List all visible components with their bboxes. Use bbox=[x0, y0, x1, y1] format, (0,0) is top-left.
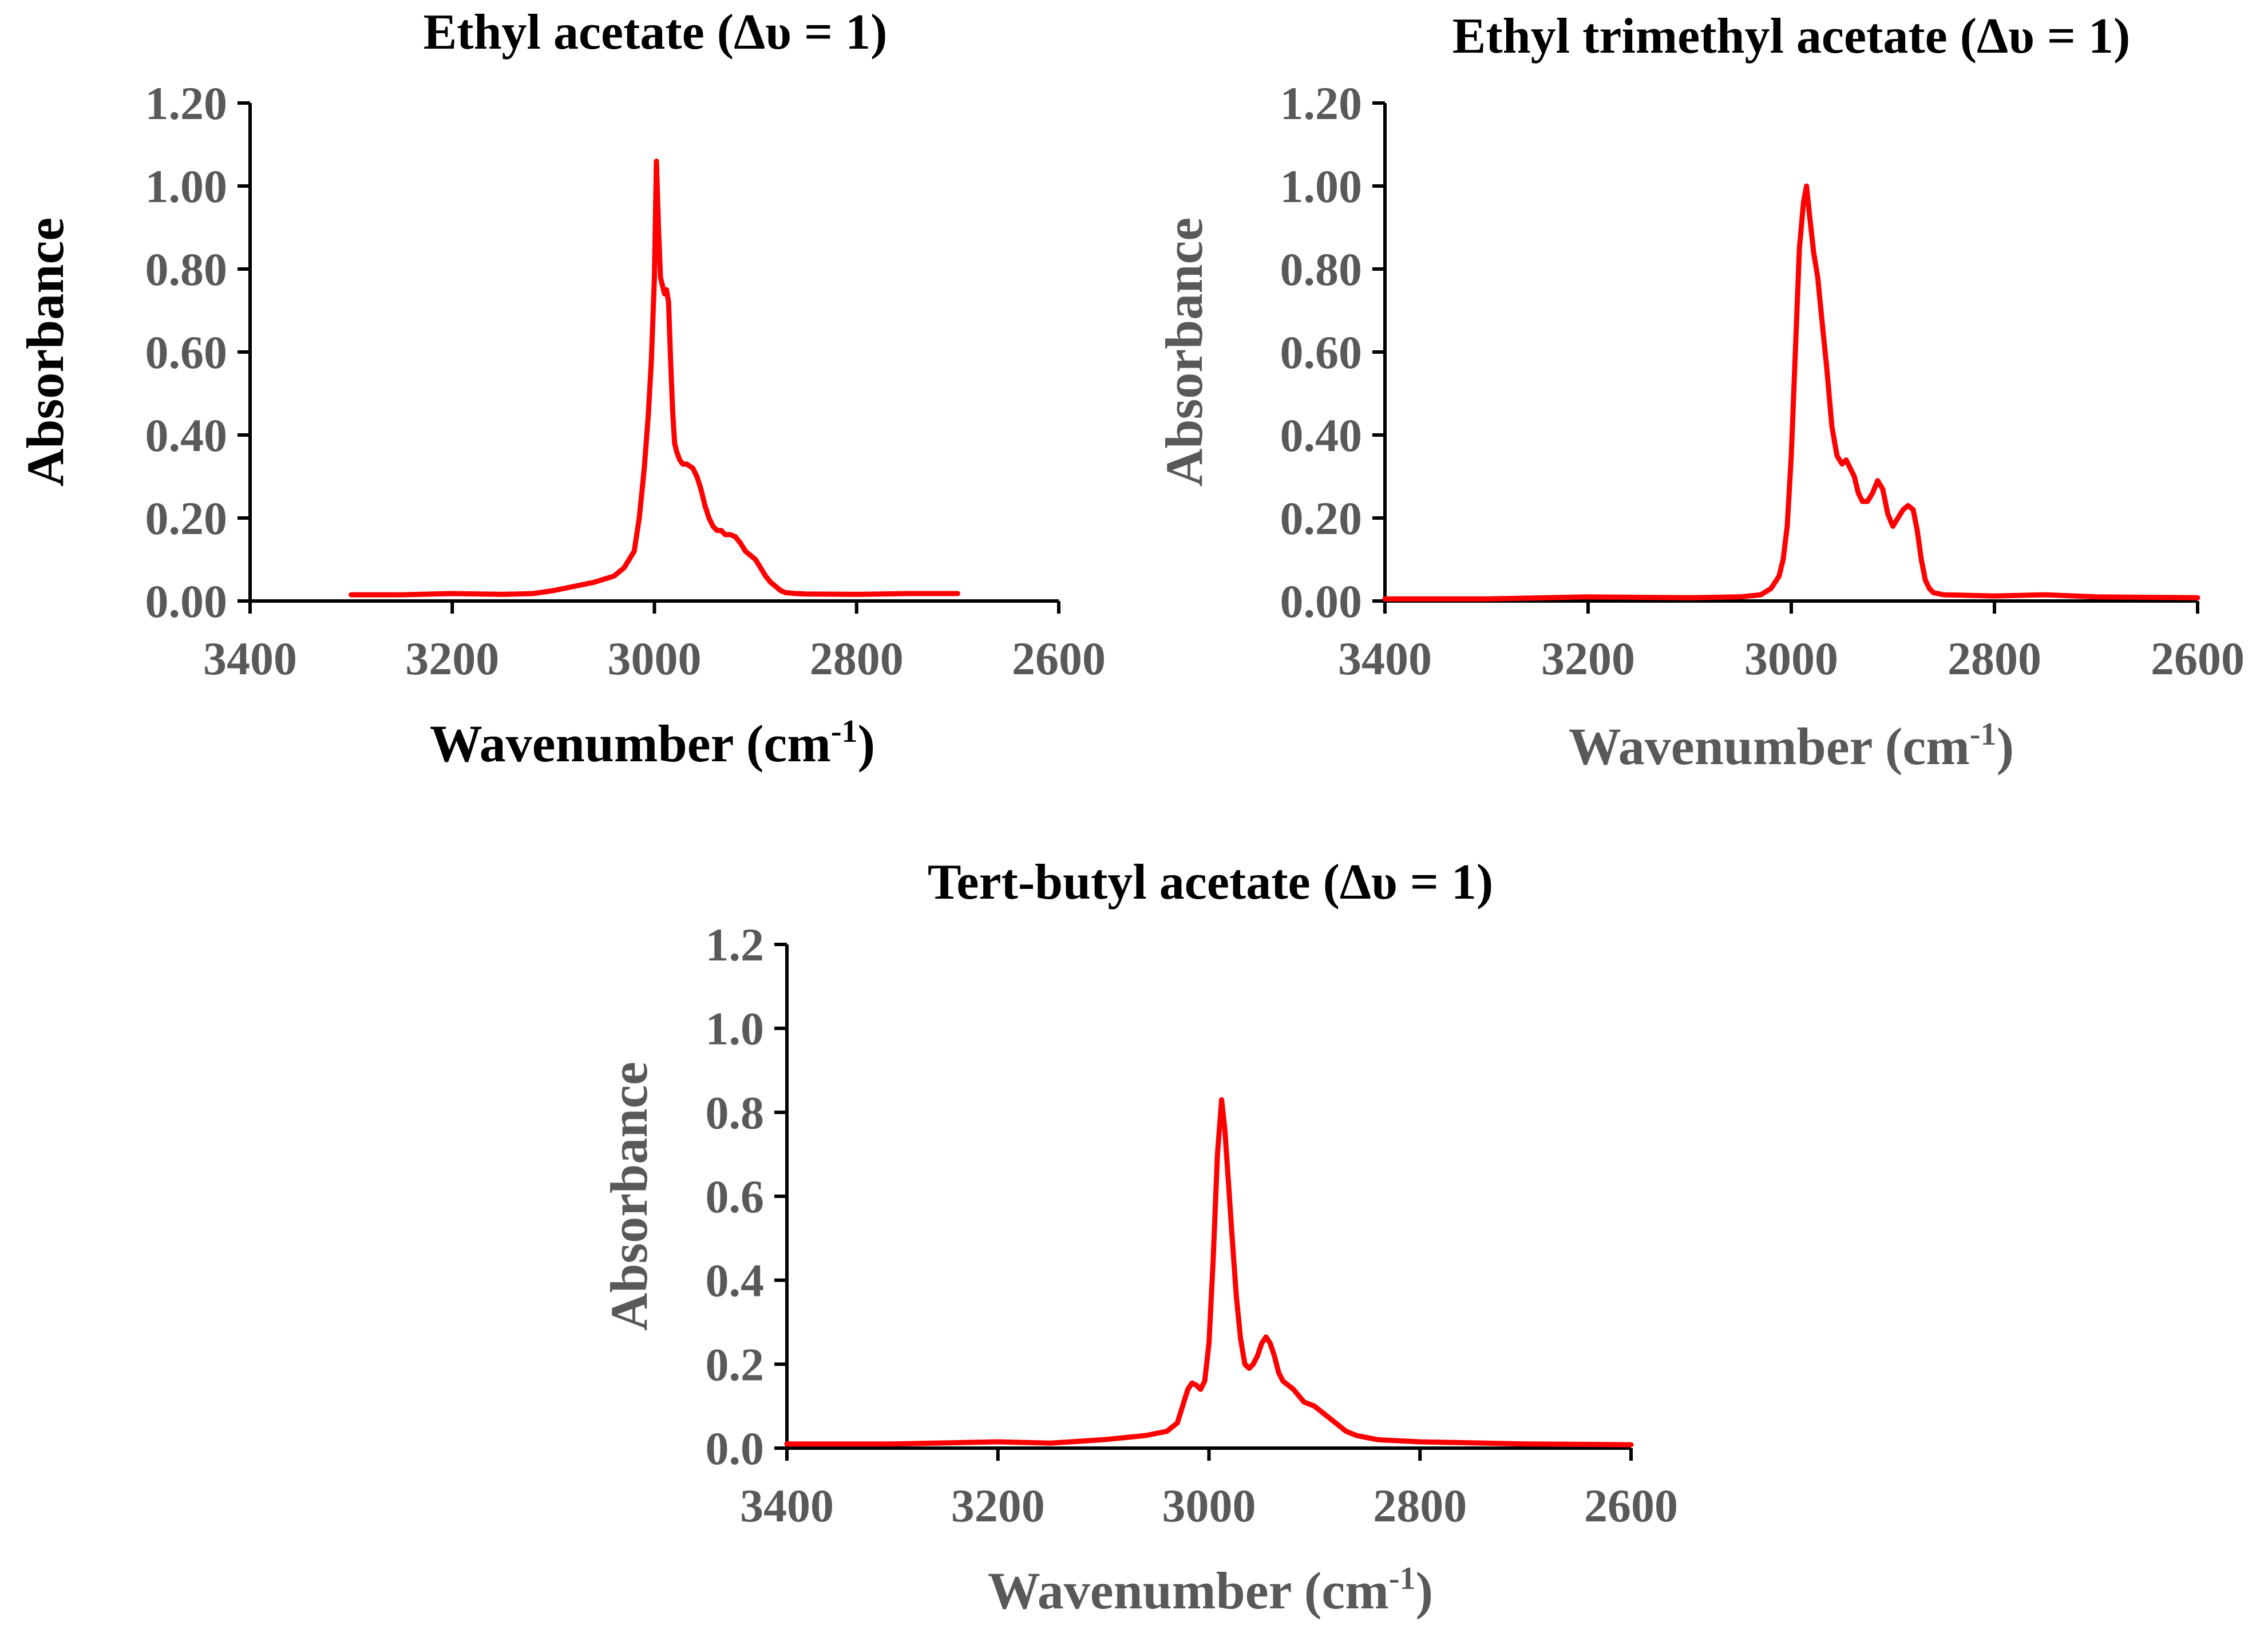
x-tick-label: 3200 bbox=[1541, 632, 1635, 685]
x-axis-label-main: Wavenumber (cm bbox=[988, 1561, 1389, 1620]
x-axis-label-superscript: -1 bbox=[1970, 717, 1997, 752]
y-tick-label: 0.40 bbox=[1280, 409, 1363, 461]
x-tick-label: 3000 bbox=[608, 632, 702, 685]
x-axis-label-superscript: -1 bbox=[1389, 1561, 1416, 1596]
y-tick-label: 0.00 bbox=[145, 575, 228, 627]
x-tick-label: 2600 bbox=[2151, 632, 2245, 685]
x-axis-label-close: ) bbox=[858, 714, 876, 773]
chart-title: Ethyl acetate (Δυ = 1) bbox=[423, 5, 888, 60]
chart-panel-1: Ethyl acetate (Δυ = 1) 0.00 0.20 0.40 0.60 0.… bbox=[16, 5, 1106, 773]
x-tick-label: 3400 bbox=[203, 632, 297, 685]
x-axis-label-close: ) bbox=[1416, 1561, 1434, 1620]
y-tick-label: 0.20 bbox=[1280, 492, 1363, 544]
y-tick-label: 1.00 bbox=[1280, 160, 1363, 212]
x-tick-label: 2600 bbox=[1584, 1480, 1678, 1532]
x-tick-label: 2600 bbox=[1012, 632, 1106, 685]
y-tick-label: 0.4 bbox=[706, 1255, 765, 1307]
y-tick-label: 0.2 bbox=[706, 1338, 765, 1390]
y-tick-label: 0.80 bbox=[145, 243, 228, 295]
x-tick-label: 3000 bbox=[1162, 1480, 1256, 1532]
x-axis-label: Wavenumber (cm-1) bbox=[1569, 717, 2014, 776]
x-axis-label-main: Wavenumber (cm bbox=[430, 714, 831, 773]
y-tick-label: 1.0 bbox=[706, 1003, 765, 1055]
series-line-1-1 bbox=[349, 159, 960, 598]
x-tick-label: 2800 bbox=[810, 632, 904, 685]
series-line-3-1 bbox=[784, 1097, 1634, 1448]
y-axis-label: Absorbance bbox=[1155, 218, 1213, 487]
x-tick-label: 2800 bbox=[1948, 632, 2041, 685]
y-tick-label: 0.80 bbox=[1280, 243, 1363, 295]
x-axis-label-close: ) bbox=[1997, 717, 2014, 776]
x-tick-label: 3200 bbox=[951, 1480, 1045, 1532]
y-tick-label: 1.20 bbox=[1280, 77, 1363, 129]
y-tick-label: 0.8 bbox=[706, 1086, 765, 1138]
x-axis-label-main: Wavenumber (cm bbox=[1569, 717, 1970, 776]
y-tick-label: 0.40 bbox=[145, 409, 228, 461]
chart-title: Ethyl trimethyl acetate (Δυ = 1) bbox=[1452, 9, 2131, 64]
y-tick-label: 0.00 bbox=[1280, 575, 1363, 627]
y-tick-label: 1.20 bbox=[145, 77, 228, 129]
x-tick-label: 3000 bbox=[1744, 632, 1838, 685]
y-tick-label: 1.00 bbox=[145, 160, 228, 212]
series-line-2-1 bbox=[1382, 183, 2200, 602]
x-tick-label: 2800 bbox=[1373, 1480, 1467, 1532]
y-tick-label: 0.20 bbox=[145, 492, 228, 544]
y-tick-label: 0.60 bbox=[145, 326, 228, 378]
chart-panel-3: Tert-butyl acetate (Δυ = 1) 0.0 0.2 0.4 0.6 0… bbox=[600, 855, 1678, 1620]
x-tick-label: 3200 bbox=[405, 632, 499, 685]
x-axis-label-superscript: -1 bbox=[831, 714, 858, 749]
y-axis-label: Absorbance bbox=[16, 218, 74, 487]
x-tick-label: 3400 bbox=[740, 1480, 834, 1532]
y-tick-label: 0.60 bbox=[1280, 326, 1363, 378]
y-axis-label: Absorbance bbox=[600, 1062, 658, 1331]
chart-panel-2: Ethyl trimethyl acetate (Δυ = 1) 0.00 0.20… bbox=[1155, 9, 2245, 776]
y-tick-label: 0.6 bbox=[706, 1171, 765, 1223]
x-tick-label: 3400 bbox=[1338, 632, 1432, 685]
y-tick-label: 1.2 bbox=[706, 919, 765, 971]
x-axis-label: Wavenumber (cm-1) bbox=[430, 714, 875, 773]
x-axis-label: Wavenumber (cm-1) bbox=[988, 1561, 1433, 1620]
chart-title: Tert-butyl acetate (Δυ = 1) bbox=[928, 855, 1493, 910]
y-tick-label: 0.0 bbox=[706, 1422, 765, 1474]
